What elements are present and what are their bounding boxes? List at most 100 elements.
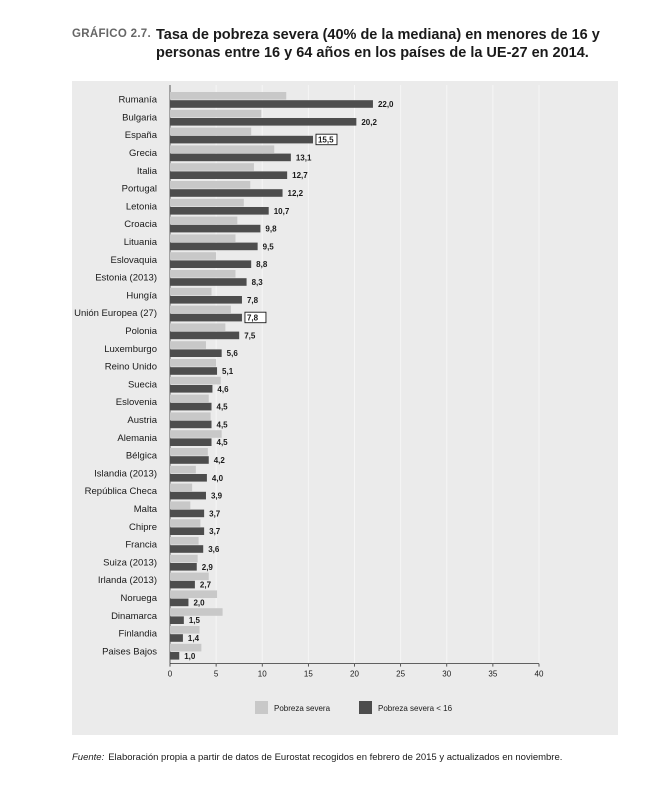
value-label: 2,0 bbox=[193, 598, 205, 607]
category-label: Rumanía bbox=[118, 95, 157, 106]
value-label: 4,6 bbox=[217, 385, 229, 394]
bar-pobreza-severa-16 bbox=[170, 278, 247, 286]
bar-pobreza-severa-16 bbox=[170, 634, 183, 642]
bar-pobreza-severa-16 bbox=[170, 242, 258, 251]
bar-pobreza-severa bbox=[170, 608, 223, 616]
bar-pobreza-severa bbox=[170, 341, 206, 349]
bar-pobreza-severa-16 bbox=[170, 260, 252, 268]
value-label: 13,1 bbox=[296, 153, 312, 162]
value-label: 22,0 bbox=[378, 100, 394, 109]
value-label: 3,7 bbox=[209, 527, 221, 536]
value-label: 9,8 bbox=[265, 225, 277, 234]
category-label: Islandia (2013) bbox=[94, 468, 157, 479]
bar-pobreza-severa-16 bbox=[170, 135, 313, 144]
figure-label: GRÁFICO 2.7. bbox=[72, 28, 152, 40]
value-label: 7,8 bbox=[247, 314, 259, 323]
x-tick-label: 0 bbox=[168, 670, 173, 679]
bar-pobreza-severa bbox=[170, 109, 262, 118]
value-label: 3,6 bbox=[208, 545, 220, 554]
category-label: Unión Europea (27) bbox=[74, 308, 157, 319]
bar-pobreza-severa bbox=[170, 376, 221, 385]
bar-pobreza-severa-16 bbox=[170, 491, 206, 500]
bar-pobreza-severa-16 bbox=[170, 224, 261, 233]
bar-pobreza-severa bbox=[170, 572, 209, 581]
source-text: Elaboración propia a partir de datos de … bbox=[108, 752, 563, 763]
bar-pobreza-severa bbox=[170, 234, 236, 242]
bar-pobreza-severa-16 bbox=[170, 652, 180, 660]
bar-pobreza-severa bbox=[170, 92, 287, 100]
bar-pobreza-severa-16 bbox=[170, 171, 288, 179]
bar-pobreza-severa-16 bbox=[170, 616, 184, 624]
bar-pobreza-severa-16 bbox=[170, 563, 197, 571]
category-label: Austria bbox=[127, 415, 157, 426]
category-label: Chipre bbox=[129, 522, 157, 533]
category-label: Francia bbox=[125, 540, 157, 551]
bar-pobreza-severa bbox=[170, 519, 201, 527]
bar-pobreza-severa bbox=[170, 626, 200, 634]
bar-pobreza-severa-16 bbox=[170, 402, 212, 411]
x-tick-label: 10 bbox=[258, 670, 267, 679]
bar-pobreza-severa bbox=[170, 412, 211, 420]
value-label: 1,5 bbox=[189, 616, 201, 625]
bar-pobreza-severa bbox=[170, 305, 231, 314]
source-label: Fuente: bbox=[72, 752, 105, 763]
bar-pobreza-severa-16 bbox=[170, 100, 373, 108]
bar-pobreza-severa-16 bbox=[170, 331, 240, 340]
x-tick-label: 30 bbox=[442, 670, 451, 679]
category-label: Bulgaria bbox=[122, 112, 158, 123]
bar-pobreza-severa bbox=[170, 430, 222, 438]
bar-pobreza-severa-16 bbox=[170, 545, 204, 553]
category-label: Luxemburgo bbox=[104, 344, 157, 355]
bar-pobreza-severa bbox=[170, 127, 252, 136]
category-label: Suecia bbox=[128, 379, 158, 390]
value-label: 20,2 bbox=[361, 118, 377, 127]
value-label: 12,7 bbox=[292, 171, 308, 180]
value-label: 4,5 bbox=[217, 403, 229, 412]
bar-pobreza-severa-16 bbox=[170, 296, 242, 304]
chart-panel: 0 5 10 15 20 25 30 35 40 Rumanía 22,0 Bulgaria 20,2 E… bbox=[72, 81, 618, 735]
value-label: 4,5 bbox=[217, 420, 229, 429]
source-note: Fuente: Elaboración propia a partir de da… bbox=[72, 752, 562, 763]
value-label: 8,3 bbox=[252, 278, 264, 287]
category-label: Estonia (2013) bbox=[95, 273, 157, 284]
value-label: 10,7 bbox=[274, 207, 290, 216]
category-label: Hungía bbox=[126, 290, 157, 301]
x-tick-label: 35 bbox=[488, 670, 497, 679]
bar-pobreza-severa-16 bbox=[170, 385, 213, 393]
category-label: Letonia bbox=[126, 201, 158, 212]
category-label: Alemania bbox=[117, 433, 157, 444]
category-label: Irlanda (2013) bbox=[98, 575, 157, 586]
category-label: Noruega bbox=[121, 593, 158, 604]
value-label: 8,8 bbox=[256, 260, 268, 269]
bar-pobreza-severa-16 bbox=[170, 153, 291, 162]
bar-pobreza-severa-16 bbox=[170, 207, 269, 215]
x-tick-label: 40 bbox=[535, 670, 544, 679]
category-label: Eslovaquia bbox=[111, 255, 158, 266]
category-label: Paises Bajos bbox=[102, 646, 157, 657]
category-label: Malta bbox=[134, 504, 158, 515]
bar-pobreza-severa bbox=[170, 554, 198, 563]
category-label: Dinamarca bbox=[111, 611, 158, 622]
bar-pobreza-severa-16 bbox=[170, 313, 242, 322]
bar-pobreza-severa bbox=[170, 163, 254, 171]
bar-pobreza-severa bbox=[170, 287, 212, 296]
bar-pobreza-severa-16 bbox=[170, 118, 357, 126]
value-label: 1,0 bbox=[184, 652, 196, 661]
bar-pobreza-severa bbox=[170, 501, 191, 509]
value-label: 2,7 bbox=[200, 581, 212, 590]
bar-pobreza-severa-16 bbox=[170, 367, 218, 375]
x-tick-label: 20 bbox=[350, 670, 359, 679]
bar-pobreza-severa bbox=[170, 537, 199, 545]
bar-pobreza-severa bbox=[170, 359, 217, 367]
bar-pobreza-severa bbox=[170, 198, 244, 207]
bar-pobreza-severa-16 bbox=[170, 580, 195, 589]
bar-pobreza-severa bbox=[170, 270, 236, 278]
value-label: 3,9 bbox=[211, 492, 223, 501]
bar-pobreza-severa bbox=[170, 145, 275, 153]
bar-pobreza-severa-16 bbox=[170, 438, 212, 446]
bar-pobreza-severa-16 bbox=[170, 474, 207, 482]
category-label: Reino Unido bbox=[105, 362, 157, 373]
bar-pobreza-severa-16 bbox=[170, 189, 283, 197]
category-label: Grecia bbox=[129, 148, 158, 159]
value-label: 5,1 bbox=[222, 367, 234, 376]
